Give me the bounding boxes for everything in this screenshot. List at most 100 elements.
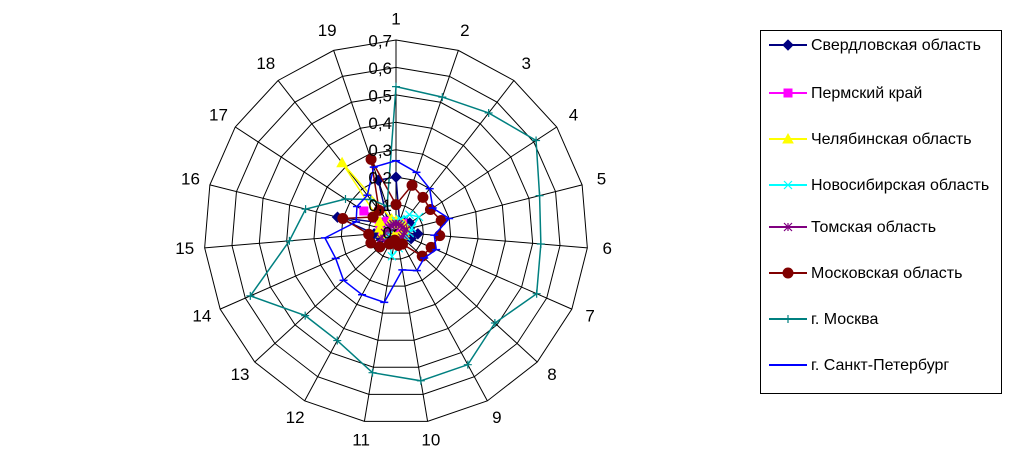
marker	[417, 191, 429, 203]
spoke	[254, 231, 397, 363]
legend-item: Пермский край	[767, 83, 991, 104]
marker	[532, 289, 541, 298]
spoke	[395, 231, 429, 422]
category-label: 19	[318, 21, 337, 40]
legend-symbol	[769, 315, 807, 323]
spoke	[304, 231, 397, 402]
marker	[336, 156, 348, 168]
spoke	[395, 184, 583, 233]
marker	[784, 315, 792, 323]
category-label: 10	[421, 431, 440, 450]
y-tick-label: 0,3	[368, 141, 392, 160]
grid-ring	[258, 94, 534, 368]
legend-symbol	[769, 132, 807, 144]
marker	[782, 132, 794, 144]
marker	[782, 267, 794, 279]
marker	[333, 336, 342, 345]
legend-symbol	[769, 267, 807, 279]
legend-item: г. Москва	[767, 309, 991, 330]
marker	[368, 368, 377, 377]
marker	[536, 240, 545, 249]
marker	[783, 180, 793, 190]
legend-item: Московская область	[767, 263, 991, 284]
marker	[374, 241, 386, 253]
marker	[301, 205, 310, 214]
marker	[416, 376, 425, 385]
spoke	[395, 50, 459, 233]
spoke	[395, 231, 573, 310]
category-label: 3	[521, 54, 530, 73]
legend-label: г. Москва	[811, 311, 879, 328]
legend-label: Московская область	[811, 265, 963, 282]
spoke	[333, 50, 397, 233]
spoke	[395, 231, 588, 249]
marker	[405, 210, 414, 220]
category-label: 8	[547, 365, 556, 384]
spoke	[363, 231, 397, 422]
grid-ring	[313, 149, 479, 314]
marker	[532, 136, 541, 145]
category-label: 5	[597, 169, 606, 188]
marker	[392, 82, 400, 91]
category-label: 12	[286, 408, 305, 427]
marker	[366, 195, 375, 204]
legend-label: Пермский край	[811, 85, 923, 102]
y-tick-label: 0	[383, 223, 392, 242]
category-label: 13	[231, 365, 250, 384]
legend-label: г. Санкт-Петербург	[811, 357, 950, 374]
marker	[365, 153, 377, 165]
marker	[390, 199, 402, 211]
category-label: 4	[569, 106, 578, 125]
marker	[438, 93, 447, 102]
category-label: 7	[585, 307, 594, 326]
legend-symbol	[769, 39, 807, 51]
marker	[285, 236, 294, 245]
marker	[390, 171, 402, 183]
grid-ring	[204, 39, 588, 422]
marker	[783, 222, 793, 232]
spoke	[395, 231, 538, 363]
marker	[337, 213, 349, 225]
marker	[484, 108, 493, 117]
category-label: 15	[175, 239, 194, 258]
grid-ring	[286, 121, 506, 341]
legend-label: Челябинская область	[811, 131, 972, 148]
marker	[341, 194, 350, 203]
marker	[359, 206, 369, 216]
y-tick-label: 0,6	[368, 59, 392, 78]
legend-item: Томская область	[767, 217, 991, 238]
marker	[435, 215, 447, 227]
grid-ring	[340, 176, 452, 287]
marker	[383, 202, 392, 211]
series-line	[249, 85, 542, 382]
spoke	[395, 126, 558, 233]
marker	[414, 212, 424, 222]
category-label: 2	[460, 21, 469, 40]
y-tick-label: 0,7	[368, 31, 392, 50]
y-tick-label: 0,4	[368, 114, 392, 133]
marker	[782, 39, 794, 51]
y-tick-label: 0,2	[368, 169, 392, 188]
legend-item: Новосибирская область	[767, 175, 991, 196]
legend-symbol	[769, 222, 807, 232]
legend-symbol	[769, 364, 807, 366]
legend-item: Свердловская область	[767, 35, 991, 56]
legend: Свердловская область Пермский край Челябин…	[760, 30, 1002, 394]
marker	[388, 219, 398, 229]
series	[320, 159, 454, 304]
legend-item: г. Санкт-Петербург	[767, 355, 991, 376]
marker	[490, 319, 499, 328]
category-label: 17	[209, 106, 228, 125]
y-tick-label: 0,5	[368, 86, 392, 105]
spoke	[209, 184, 397, 233]
marker	[406, 179, 418, 191]
category-label: 14	[192, 307, 211, 326]
category-label: 18	[256, 54, 275, 73]
chart: 1234567891011121314151617181900,10,20,30…	[175, 9, 612, 450]
marker	[301, 311, 310, 320]
series	[337, 153, 447, 262]
marker	[376, 234, 386, 244]
marker	[363, 228, 375, 240]
category-label: 16	[181, 169, 200, 188]
